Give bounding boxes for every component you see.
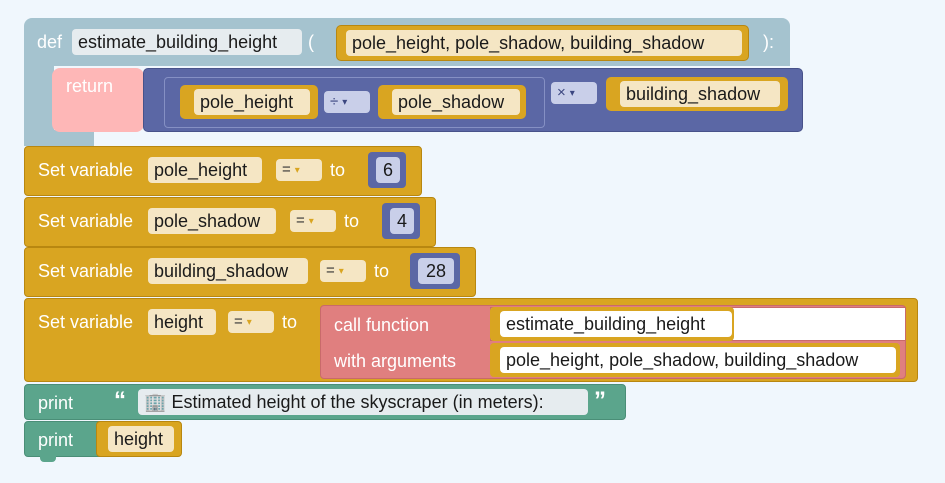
assign-operator-label: = (282, 161, 291, 178)
multiply-operator-dropdown[interactable]: × ▾ (551, 82, 597, 104)
assign-operator-label: = (296, 212, 305, 229)
variable-name-field[interactable]: building_shadow (148, 258, 308, 284)
assign-operator-dropdown[interactable]: = ▾ (320, 260, 366, 282)
variable-name-field[interactable]: pole_shadow (148, 208, 276, 234)
chevron-down-icon: ▾ (308, 216, 314, 227)
close-quote-icon: ” (594, 387, 606, 414)
chevron-down-icon: ▾ (342, 97, 348, 108)
def-block-footer (24, 130, 94, 146)
chevron-down-icon: ▾ (246, 317, 252, 328)
return-block[interactable] (52, 68, 144, 132)
assign-operator-label: = (326, 262, 335, 279)
arguments-value[interactable]: pole_height, pole_shadow, building_shado… (500, 347, 896, 373)
with-arguments-label: with arguments (334, 351, 457, 371)
set-variable-label: Set variable (38, 160, 134, 180)
open-paren: ( (308, 32, 314, 52)
to-label: to (282, 312, 298, 332)
string-text: Estimated height of the skyscraper (in m… (171, 392, 544, 412)
print-block[interactable] (24, 421, 104, 457)
variable-name-field[interactable]: pole_height (148, 157, 262, 183)
assign-operator-dropdown[interactable]: = ▾ (276, 159, 322, 181)
call-function-label: call function (334, 315, 430, 335)
print-label: print (38, 393, 74, 413)
chevron-down-icon: ▾ (294, 165, 300, 176)
multiply-operator-label: × (557, 84, 566, 101)
set-variable-label: Set variable (38, 261, 134, 281)
function-name-value[interactable]: estimate_building_height (500, 311, 732, 337)
building-emoji: 🏢 (144, 392, 167, 412)
divide-operator-label: ÷ (330, 93, 339, 110)
left-var-field[interactable]: pole_height (194, 89, 310, 115)
to-label: to (330, 160, 346, 180)
set-variable-label: Set variable (38, 211, 134, 231)
assign-operator-dropdown[interactable]: = ▾ (290, 210, 336, 232)
variable-field[interactable]: height (108, 426, 174, 452)
close-paren: ): (763, 32, 774, 52)
print-label: print (38, 430, 74, 450)
params-field[interactable]: pole_height, pole_shadow, building_shado… (346, 30, 742, 56)
right-var-field[interactable]: pole_shadow (392, 89, 520, 115)
number-field[interactable]: 4 (390, 208, 414, 234)
factor-var-field[interactable]: building_shadow (620, 81, 780, 107)
to-label: to (374, 261, 390, 281)
next-connector-notch (40, 456, 56, 462)
def-keyword: def (37, 32, 63, 52)
to-label: to (344, 211, 360, 231)
return-keyword: return (66, 76, 114, 96)
divide-operator-dropdown[interactable]: ÷ ▾ (324, 91, 370, 113)
set-variable-label: Set variable (38, 312, 134, 332)
open-quote-icon: “ (114, 387, 126, 414)
string-field[interactable]: 🏢 Estimated height of the skyscraper (in… (138, 389, 588, 415)
chevron-down-icon: ▾ (338, 266, 344, 277)
function-name-field[interactable]: estimate_building_height (72, 29, 302, 55)
chevron-down-icon: ▾ (569, 88, 575, 99)
assign-operator-label: = (234, 313, 243, 330)
number-field[interactable]: 28 (418, 258, 454, 284)
number-field[interactable]: 6 (376, 157, 400, 183)
assign-operator-dropdown[interactable]: = ▾ (228, 311, 274, 333)
variable-name-field[interactable]: height (148, 309, 216, 335)
